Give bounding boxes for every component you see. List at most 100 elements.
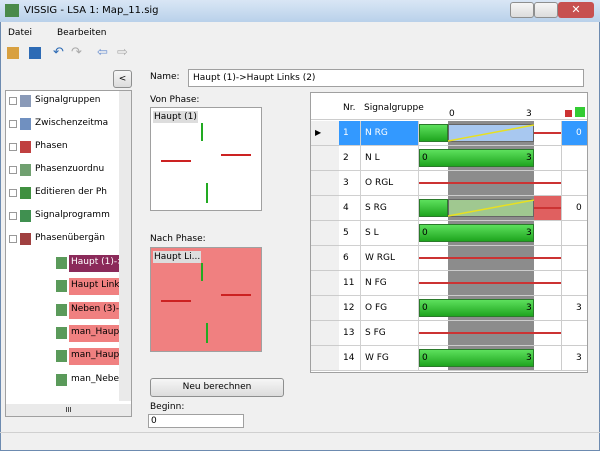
scroll-thumb[interactable]: III [65,406,71,414]
group-cell[interactable]: O FG [361,296,419,321]
nr-cell[interactable]: 13 [339,321,361,346]
app-icon [5,4,19,17]
bar-label: 0 [422,353,428,363]
tree-icon [56,304,67,316]
signal [221,294,251,296]
toolbar-button[interactable] [29,47,41,59]
tree-child[interactable]: Haupt (1)-> [69,255,119,272]
h-scrollbar[interactable]: III [6,404,131,416]
row-indicator [311,221,339,246]
group-cell[interactable]: S L [361,221,419,246]
nr-cell[interactable]: 1 [339,121,361,146]
tree-item[interactable]: Signalgruppen [35,95,119,105]
status-bar [0,432,600,451]
expander[interactable] [9,235,17,243]
toolbar-button[interactable] [7,47,19,59]
tree-child[interactable]: Neben (3)-> [69,302,119,319]
v-scrollbar[interactable] [119,91,131,401]
name-input[interactable]: Haupt (1)->Haupt Links (2) [188,69,584,87]
timeline-cell [419,121,561,146]
recalc-button[interactable]: Neu berechnen [150,378,284,397]
from-phase-label: Von Phase: [150,95,199,105]
menu-item[interactable]: Bearbeiten [57,28,106,38]
timeline-cell: 03 [419,346,561,371]
to-phase-view[interactable]: Haupt Li... [150,247,262,352]
tree-child[interactable]: Haupt Links [69,278,119,295]
signal [206,323,208,343]
expander[interactable] [9,120,17,128]
from-phase-view[interactable]: Haupt (1) [150,107,262,211]
tree-icon [20,118,31,130]
tree-child[interactable]: man_Neber [69,372,119,389]
bar-label: 3 [526,228,532,238]
tree-view: III Signalgruppen Zwischenzeitma Phasen Pha… [5,90,132,417]
expander[interactable] [9,212,17,220]
toolbar-button[interactable]: ↷ [71,47,83,59]
expander[interactable] [9,97,17,105]
extra-cell [561,221,587,246]
menu-item[interactable]: Datei [8,28,32,38]
tree-icon [56,280,67,292]
tree-item[interactable]: Phasenübergän [35,233,119,243]
minimize-button[interactable] [510,2,534,18]
tree-item[interactable]: Signalprogramm [35,210,119,220]
nr-cell[interactable]: 3 [339,171,361,196]
tree-child[interactable]: man_Haupt [69,325,119,342]
bar-label: 3 [526,353,532,363]
nr-cell[interactable]: 6 [339,246,361,271]
expander[interactable] [9,166,17,174]
collapse-button[interactable]: < [113,70,132,88]
nr-cell[interactable]: 14 [339,346,361,371]
toolbar-button[interactable]: ⇨ [117,47,131,59]
bar-label: 0 [422,303,428,313]
nr-cell[interactable]: 4 [339,196,361,221]
timeline-cell [419,196,561,221]
tree-icon [20,95,31,107]
maximize-button[interactable] [534,2,558,18]
tree-item[interactable]: Phasen [35,141,119,151]
tree-item[interactable]: Editieren der Ph [35,187,119,197]
group-cell[interactable]: N RG [361,121,419,146]
tree-icon [56,327,67,339]
group-cell[interactable]: W RGL [361,246,419,271]
row-indicator [311,296,339,321]
window-title: VISSIG - LSA 1: Map_11.sig [24,5,159,16]
green-bar [419,224,534,242]
nr-cell[interactable]: 2 [339,146,361,171]
bar-label: 0 [422,153,428,163]
column-header: Signalgruppe [364,103,424,113]
tree-item[interactable]: Phasenzuordnu [35,164,119,174]
timeline-cell [419,271,561,296]
row-indicator [311,246,339,271]
tree-child[interactable]: man_Haupt [69,348,119,365]
group-cell[interactable]: N FG [361,271,419,296]
nr-cell[interactable]: 11 [339,271,361,296]
group-cell[interactable]: S RG [361,196,419,221]
group-cell[interactable]: W FG [361,346,419,371]
extra-cell [561,171,587,196]
diagonal [448,125,534,141]
nr-cell[interactable]: 12 [339,296,361,321]
scale-label: 3 [526,109,532,119]
nr-cell[interactable]: 5 [339,221,361,246]
group-cell[interactable]: S FG [361,321,419,346]
group-cell[interactable]: N L [361,146,419,171]
extra-cell: 3 [561,346,587,371]
expander[interactable] [9,189,17,197]
timeline-cell: 03 [419,296,561,321]
tree-item[interactable]: Zwischenzeitma [35,118,119,128]
close-button[interactable]: ✕ [558,2,594,18]
group-cell[interactable]: O RGL [361,171,419,196]
expander[interactable] [9,143,17,151]
toolbar-button[interactable]: ⇦ [97,47,111,59]
red-line [419,257,561,259]
toolbar-button[interactable]: ↶ [53,47,65,59]
scale-label: 0 [449,109,455,119]
transition-diagonal [448,199,534,217]
row-indicator [311,196,339,221]
tree-icon [20,187,31,199]
timeline-cell [419,246,561,271]
timeline-cell [419,171,561,196]
red-line [534,132,561,134]
begin-input[interactable]: 0 [148,414,244,428]
